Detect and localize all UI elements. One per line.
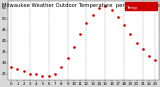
Text: Milwaukee Weather Outdoor Temperature  per Hour  (24 Hours): Milwaukee Weather Outdoor Temperature pe… [2,3,160,8]
Text: Temp: Temp [126,6,137,10]
